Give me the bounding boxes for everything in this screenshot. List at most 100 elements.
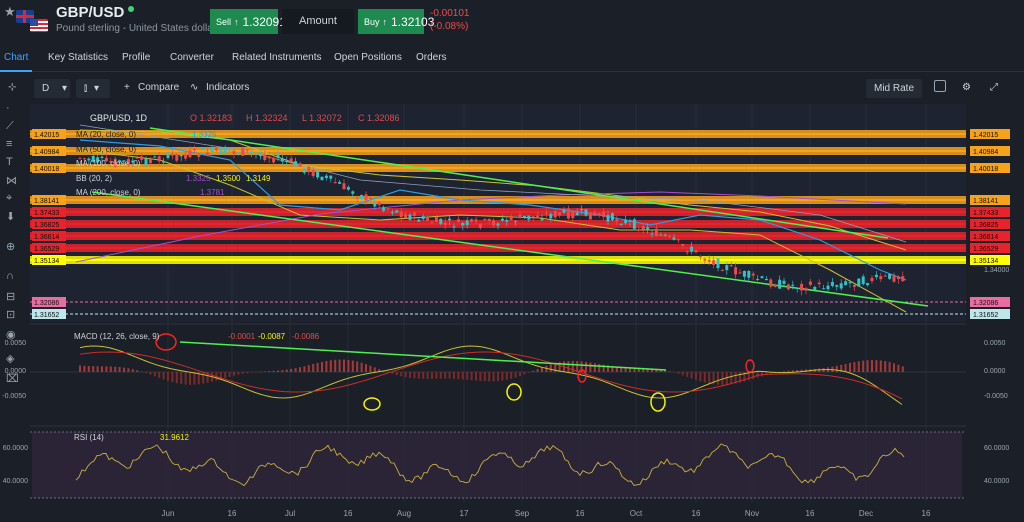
macd-histogram-bar	[391, 372, 394, 374]
macd-histogram-bar	[312, 364, 315, 372]
macd-pane	[30, 333, 966, 412]
text-tool-icon[interactable]: T	[6, 156, 13, 168]
ma200-line	[75, 191, 907, 263]
macd-histogram-bar	[620, 366, 623, 372]
candle-body	[492, 220, 496, 226]
trash-icon[interactable]: ⌧	[6, 373, 19, 385]
amount-input[interactable]: Amount	[282, 9, 354, 34]
crosshair-icon[interactable]: ⊹	[8, 82, 17, 93]
macd-histogram-bar	[607, 365, 609, 372]
measure-tool-icon[interactable]: ⌖	[6, 192, 13, 204]
macd-histogram-bar	[580, 361, 583, 372]
macd-histogram-bar	[219, 372, 222, 380]
candle-body	[351, 191, 355, 194]
chart-type-select[interactable]: ⫾ ▾	[76, 79, 110, 98]
tab-related-instruments[interactable]: Related Instruments	[232, 52, 322, 63]
candle-body	[839, 283, 843, 289]
candle-body	[817, 282, 821, 285]
cursor-tool-icon[interactable]: ·	[6, 102, 10, 114]
candle-body	[360, 194, 364, 199]
macd-histogram-bar	[439, 372, 442, 379]
compare-button[interactable]: Compare	[138, 82, 180, 93]
layers-icon[interactable]: ◈	[6, 353, 15, 365]
macd-histogram-bar	[589, 362, 592, 372]
legend-macd: MACD (12, 26, close, 9)	[74, 332, 160, 341]
eye-icon[interactable]: ◉	[6, 329, 16, 341]
snapshot-icon[interactable]	[934, 80, 946, 92]
legend-bb-value-2: 1.3500	[216, 174, 241, 183]
candle-body	[544, 213, 548, 215]
macd-histogram-bar	[796, 370, 799, 372]
candle-body	[857, 278, 861, 287]
candle-body	[91, 156, 95, 162]
candle-body	[109, 160, 113, 163]
candle-body	[285, 160, 289, 162]
candle-body	[214, 147, 218, 151]
candlesticks	[78, 145, 905, 296]
interval-value: D	[42, 83, 50, 94]
candle-body	[184, 154, 188, 159]
macd-histogram-bar	[558, 362, 561, 372]
tab-key-statistics[interactable]: Key Statistics	[48, 52, 109, 63]
macd-histogram-bar	[189, 372, 191, 385]
macd-histogram-bar	[475, 372, 477, 381]
macd-histogram-bar	[523, 372, 526, 375]
candle-body	[223, 147, 227, 153]
macd-histogram-bar	[378, 369, 381, 372]
zoom-icon[interactable]: ⊕	[6, 241, 16, 253]
settings-gear-icon[interactable]: ⚙	[962, 82, 971, 93]
macd-histogram-bar	[153, 372, 156, 377]
time-tick: 16	[576, 509, 585, 518]
macd-histogram-bar	[646, 367, 649, 372]
buy-button[interactable]: Buy ↑ 1.32103	[358, 9, 434, 34]
candle-body	[879, 276, 883, 280]
fullscreen-icon[interactable]: ⤢	[990, 82, 998, 93]
level-tag-right-text: 1.31652	[973, 312, 998, 319]
time-tick: 17	[460, 509, 469, 518]
compare-icon: +	[124, 82, 130, 93]
star-icon[interactable]: ★	[4, 4, 16, 19]
macd-histogram-bar	[769, 372, 772, 374]
fib-tool-icon[interactable]: ≡	[6, 138, 13, 150]
level-tag-right	[970, 163, 1010, 173]
macd-histogram-bar	[272, 370, 275, 372]
level-tag-right-text: 1.40018	[973, 166, 998, 173]
macd-histogram-bar	[585, 361, 587, 372]
candle-body	[439, 218, 443, 224]
level-tag-right-text: 1.37433	[973, 210, 998, 217]
tab-orders[interactable]: Orders	[416, 52, 447, 63]
sell-button[interactable]: Sell ↑ 1.32091	[210, 9, 286, 34]
trend-line-tool-icon[interactable]: ⟋	[6, 120, 14, 132]
macd-histogram-bar	[250, 372, 253, 373]
tab-chart[interactable]: Chart	[0, 52, 33, 72]
macd-histogram-bar	[717, 372, 719, 385]
interval-select[interactable]: D ▾	[34, 79, 70, 98]
macd-line	[79, 345, 903, 405]
tab-profile[interactable]: Profile	[122, 52, 151, 63]
lock-icon[interactable]: ⊡	[6, 309, 16, 321]
rate-select[interactable]: Mid Rate ▾	[866, 79, 922, 113]
time-tick: Dec	[859, 509, 873, 518]
level-tag-left	[32, 297, 66, 307]
tab-open-positions[interactable]: Open Positions	[334, 52, 402, 63]
candle-body	[320, 176, 324, 181]
candle-body	[104, 157, 108, 162]
arrow-down-tool-icon[interactable]: ⬇	[6, 211, 16, 223]
level-tag-right	[970, 243, 1010, 253]
ruler-icon[interactable]: ⊟	[6, 291, 16, 303]
level-band-1.36614	[30, 232, 966, 240]
pattern-tool-icon[interactable]: ⋈	[6, 175, 17, 187]
macd-histogram-bar	[211, 372, 213, 382]
macd-histogram-bar	[351, 360, 354, 372]
macd-histogram-bar	[299, 367, 301, 372]
candle-body	[483, 218, 487, 220]
candle-body	[417, 219, 421, 222]
indicators-button[interactable]: Indicators	[206, 82, 250, 93]
macd-histogram-bar	[92, 366, 95, 372]
macd-trend-line	[179, 341, 667, 371]
candle-body	[505, 219, 509, 222]
tab-converter[interactable]: Converter	[170, 52, 214, 63]
annotation-circle	[155, 333, 177, 351]
magnet-icon[interactable]: ∩	[6, 270, 14, 282]
candle-body	[518, 214, 522, 219]
